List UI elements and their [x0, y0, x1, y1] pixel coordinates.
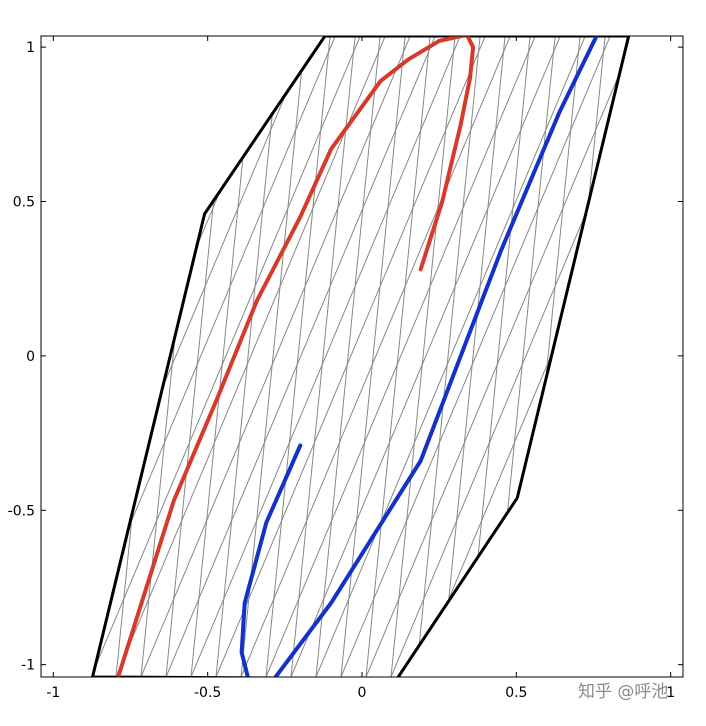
plot-area — [91, 36, 631, 677]
x-tick-label: -1 — [46, 685, 60, 701]
mesh-line — [415, 36, 481, 677]
mesh-line — [215, 36, 486, 677]
mesh-line — [340, 36, 611, 677]
y-tick-label: -0.5 — [8, 503, 35, 519]
y-tick-label: -1 — [21, 658, 35, 674]
mesh-line — [290, 36, 356, 677]
y-tick-label: 1 — [26, 40, 35, 56]
mesh-line — [265, 36, 536, 677]
watermark: 知乎 @呼池 — [578, 682, 668, 702]
mesh-line — [265, 36, 331, 677]
mesh-line — [190, 36, 461, 677]
mesh-line — [440, 36, 506, 677]
mesh-line — [140, 36, 411, 677]
x-tick-label: -0.5 — [194, 685, 221, 701]
curve — [239, 36, 599, 677]
x-tick-label: 1 — [666, 685, 675, 701]
mesh-line — [290, 36, 561, 677]
mesh-line — [315, 36, 586, 677]
mesh-line — [115, 36, 386, 677]
mesh-line — [92, 36, 361, 677]
mesh-line — [92, 36, 311, 677]
mesh-line — [315, 36, 381, 677]
mesh-line — [365, 36, 431, 677]
mesh-line — [240, 36, 511, 677]
x-tick-label: 0 — [358, 685, 367, 701]
mesh-line — [390, 36, 456, 677]
mesh-line — [215, 36, 281, 677]
mesh-line — [165, 36, 436, 677]
boundary-line — [91, 36, 631, 677]
y-tick-label: 0 — [26, 349, 35, 365]
curve — [116, 36, 476, 677]
x-tick-label: 0.5 — [505, 685, 527, 701]
mesh-line — [365, 36, 629, 677]
axes: -1 -0.5 0 0.5 1 -1 -0.5 0 0.5 1 — [8, 36, 683, 701]
y-tick-label: 0.5 — [13, 194, 35, 210]
